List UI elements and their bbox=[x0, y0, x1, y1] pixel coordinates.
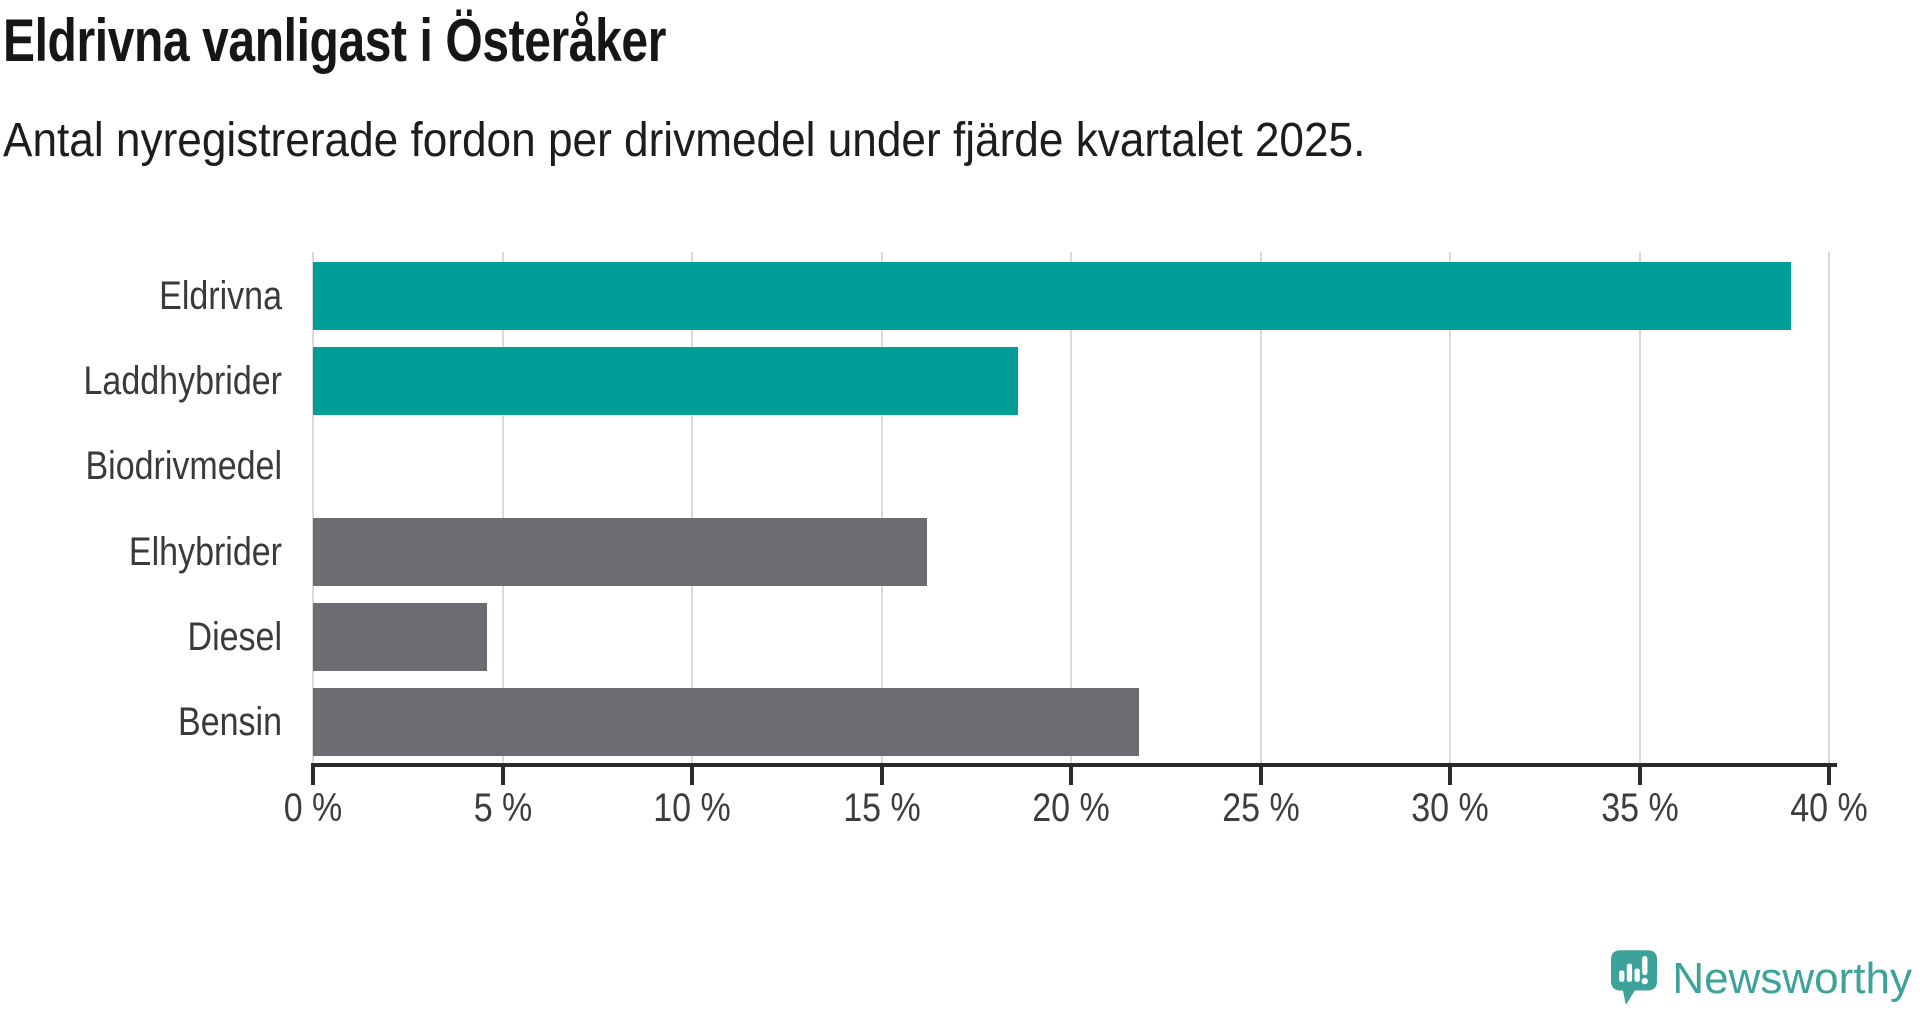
x-tick-label-5: 5 % bbox=[473, 786, 532, 830]
x-tick-25 bbox=[1258, 763, 1263, 785]
category-label-elhybrider: Elhybrider bbox=[128, 530, 282, 574]
x-tick-20 bbox=[1069, 763, 1073, 785]
x-tick-35 bbox=[1637, 763, 1642, 785]
bar-eldrivna bbox=[313, 262, 1791, 330]
x-tick-40 bbox=[1827, 763, 1831, 785]
gridline-20 bbox=[1070, 252, 1072, 763]
x-axis-line bbox=[313, 763, 1837, 767]
newsworthy-logo-text: Newsworthy bbox=[1672, 954, 1912, 1003]
chart-title: Eldrivna vanligast i Österåker bbox=[3, 7, 666, 74]
x-tick-label-15: 15 % bbox=[842, 786, 921, 830]
newsworthy-logo: Newsworthy bbox=[1610, 948, 1912, 1010]
gridline-30 bbox=[1449, 252, 1451, 763]
gridline-0 bbox=[312, 252, 314, 763]
category-label-eldrivna: Eldrivna bbox=[159, 274, 282, 318]
gridline-10 bbox=[691, 252, 693, 763]
gridline-35 bbox=[1638, 252, 1641, 763]
gridline-15 bbox=[880, 252, 883, 763]
gridline-25 bbox=[1259, 252, 1262, 763]
bar-laddhybrider bbox=[313, 347, 1018, 415]
x-tick-label-20: 20 % bbox=[1032, 786, 1110, 830]
x-tick-10 bbox=[690, 763, 694, 785]
x-tick-label-10: 10 % bbox=[653, 786, 731, 830]
bar-bensin bbox=[313, 688, 1139, 756]
bar-elhybrider bbox=[313, 518, 927, 586]
category-label-diesel: Diesel bbox=[187, 615, 282, 659]
x-tick-0 bbox=[311, 763, 315, 785]
x-tick-5 bbox=[500, 763, 505, 785]
gridline-40 bbox=[1828, 252, 1830, 763]
x-tick-15 bbox=[879, 763, 884, 785]
category-label-bensin: Bensin bbox=[178, 700, 282, 744]
x-tick-label-30: 30 % bbox=[1411, 786, 1489, 830]
gridline-5 bbox=[501, 252, 504, 763]
x-tick-label-35: 35 % bbox=[1600, 786, 1679, 830]
x-tick-label-25: 25 % bbox=[1221, 786, 1300, 830]
newsworthy-speech-bubble-chart-icon bbox=[1611, 950, 1658, 1005]
x-tick-label-40: 40 % bbox=[1790, 786, 1868, 830]
bar-diesel bbox=[313, 603, 487, 671]
x-tick-30 bbox=[1448, 763, 1452, 785]
chart-subtitle: Antal nyregistrerade fordon per drivmede… bbox=[3, 114, 1366, 167]
category-label-laddhybrider: Laddhybrider bbox=[83, 359, 282, 403]
x-tick-label-0: 0 % bbox=[283, 786, 343, 830]
category-label-biodrivmedel: Biodrivmedel bbox=[85, 444, 282, 488]
